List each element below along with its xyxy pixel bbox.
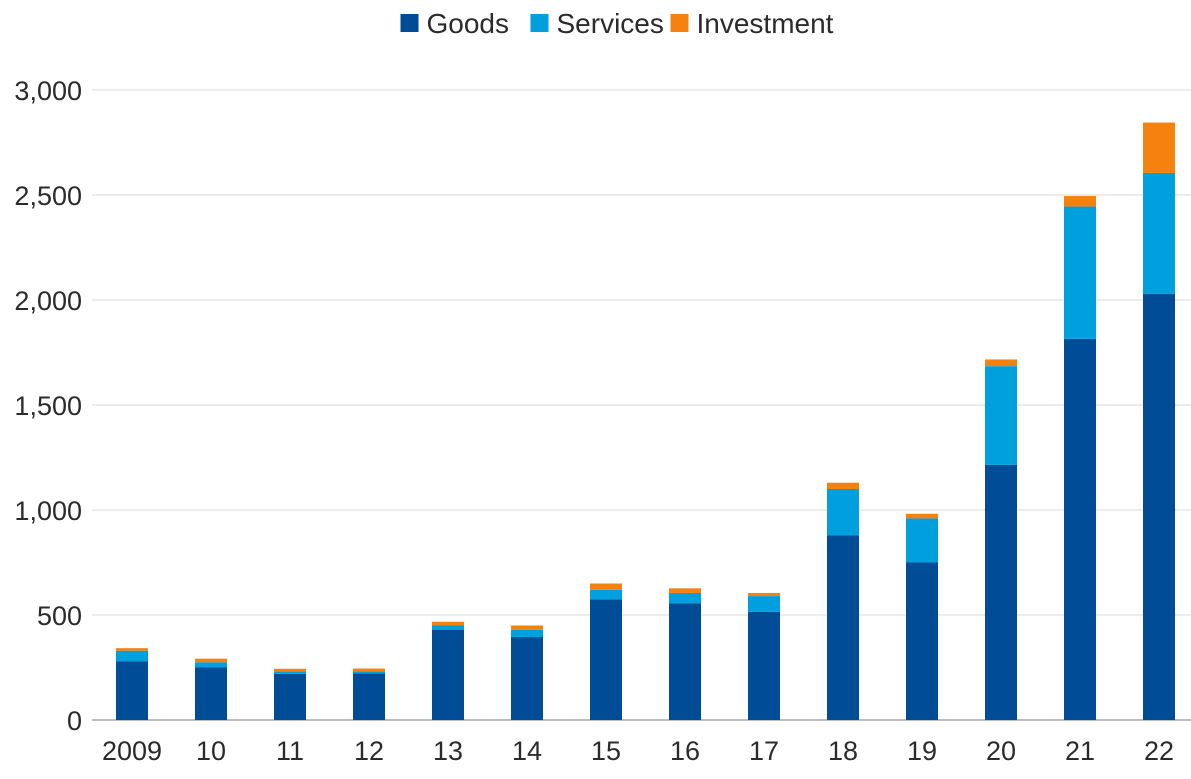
bar-services-17 [748,596,780,612]
x-tick-label: 16 [670,736,700,766]
bar-goods-22 [1143,293,1175,720]
legend-swatch-goods [400,14,419,32]
legend: Goods Services Investment [400,8,834,39]
bar-services-15 [590,589,622,600]
y-tick-label: 3,000 [14,76,82,106]
x-tick-label: 19 [907,736,937,766]
legend-swatch-investment [670,14,689,32]
bar-goods-16 [669,603,701,720]
x-tick-label: 12 [354,736,384,766]
bar-goods-11 [274,673,306,720]
bar-investment-15 [590,583,622,590]
bar-investment-11 [274,668,306,672]
legend-label-investment: Investment [697,8,834,39]
bar-services-16 [669,592,701,604]
legend-label-goods: Goods [427,8,510,39]
x-tick-label: 14 [512,736,542,766]
x-axis: 2009 10 11 12 13 14 15 16 17 18 19 20 21 22 [102,736,1174,766]
bar-goods-19 [906,562,938,720]
bar-goods-17 [748,611,780,720]
y-tick-label: 0 [67,706,82,736]
bar-services-22 [1143,172,1175,294]
x-tick-label: 13 [433,736,463,766]
x-tick-label: 11 [276,736,304,766]
bar-investment-14 [511,625,543,630]
gridlines [92,89,1191,721]
bar-services-20 [985,366,1017,465]
bar-investment-21 [1064,196,1096,207]
bar-goods-14 [511,637,543,720]
bar-goods-20 [985,464,1017,720]
bar-goods-21 [1064,338,1096,720]
bar-investment-10 [195,658,227,663]
x-tick-label: 17 [749,736,779,766]
y-tick-label: 2,500 [14,181,82,211]
legend-label-services: Services [557,8,664,39]
y-axis: 0 500 1,000 1,500 2,000 2,500 3,000 [14,76,82,736]
bar-investment-13 [432,621,464,626]
y-tick-label: 500 [37,601,82,631]
bar-services-14 [511,629,543,638]
y-tick-label: 1,000 [14,496,82,526]
bar-goods-10 [195,667,227,720]
bar-investment-17 [748,592,780,597]
bar-services-2009 [116,650,148,662]
bars [116,122,1175,720]
bar-goods-18 [827,535,859,720]
bar-services-12 [353,671,385,674]
legend-swatch-services [530,14,549,32]
x-tick-label: 10 [196,736,226,766]
bar-goods-12 [353,673,385,720]
bar-goods-2009 [116,661,148,720]
bar-services-11 [274,671,306,674]
bar-investment-22 [1143,122,1175,173]
x-tick-label: 22 [1144,736,1174,766]
bar-investment-19 [906,513,938,519]
bar-investment-16 [669,588,701,593]
x-tick-label: 21 [1065,736,1095,766]
y-tick-label: 2,000 [14,286,82,316]
x-tick-label: 18 [828,736,858,766]
bar-services-19 [906,518,938,563]
bar-services-18 [827,489,859,536]
x-tick-label: 15 [591,736,621,766]
bar-investment-18 [827,482,859,489]
bar-services-10 [195,662,227,668]
bar-goods-15 [590,599,622,720]
bar-services-13 [432,625,464,630]
bar-services-21 [1064,206,1096,339]
bar-goods-13 [432,629,464,720]
x-tick-label: 2009 [102,736,162,766]
y-tick-label: 1,500 [14,391,82,421]
x-tick-label: 20 [986,736,1016,766]
bar-investment-20 [985,359,1017,367]
bar-investment-12 [353,668,385,672]
bar-investment-2009 [116,648,148,651]
